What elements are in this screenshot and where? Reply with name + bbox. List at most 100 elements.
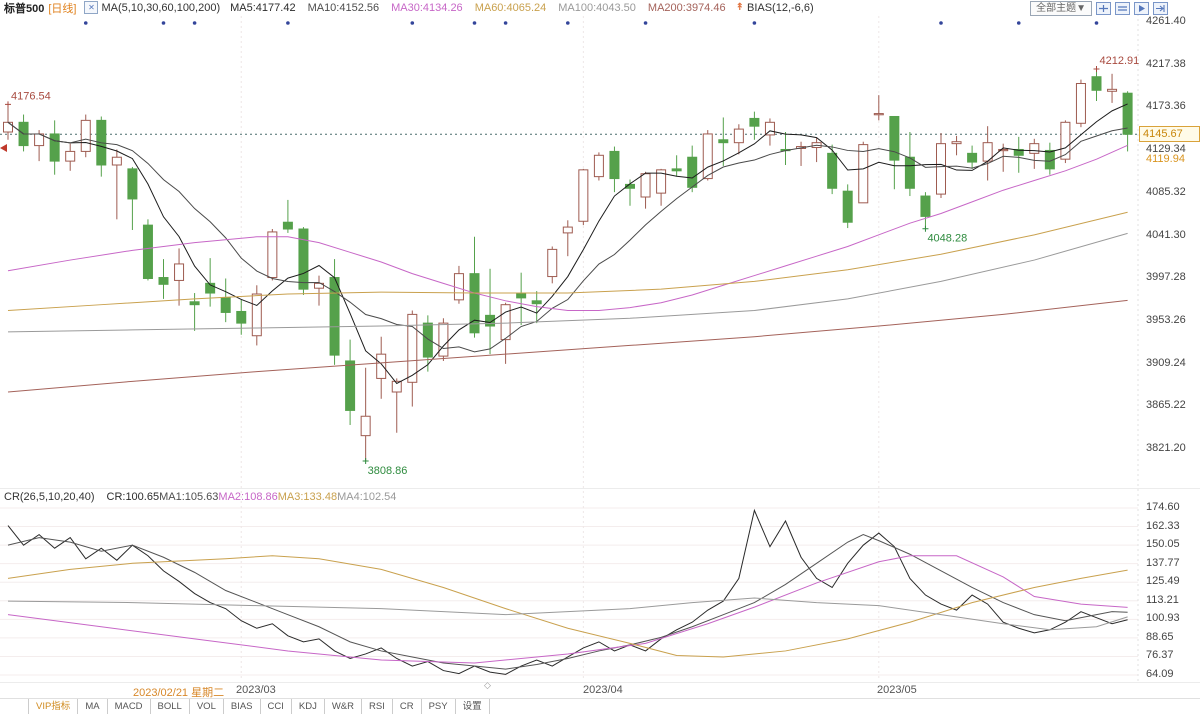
panel-divider[interactable] — [0, 488, 1200, 489]
left-edge-marker[interactable] — [0, 144, 7, 152]
play-layout-icon[interactable] — [1134, 2, 1149, 15]
event-marker-dot[interactable] — [1016, 21, 1021, 25]
toolbar-tab-cr[interactable]: CR — [391, 699, 421, 714]
event-marker-dot[interactable] — [643, 21, 648, 25]
candle-body[interactable] — [842, 190, 853, 223]
cr-indicator-label[interactable]: CR(26,5,10,20,40) — [4, 491, 95, 503]
candle-body[interactable] — [998, 148, 1009, 152]
candle-body[interactable] — [609, 150, 620, 180]
event-marker-dot[interactable] — [566, 21, 570, 25]
ma-overlay-close-icon[interactable]: ✕ — [84, 1, 99, 14]
candle-body[interactable] — [827, 152, 838, 189]
event-marker-dot[interactable] — [192, 21, 197, 25]
candle-body[interactable] — [65, 150, 76, 162]
candle-body[interactable] — [485, 314, 496, 327]
event-marker-dot[interactable] — [286, 21, 290, 25]
event-marker-dot[interactable] — [1094, 21, 1099, 25]
candle-body[interactable] — [391, 380, 402, 393]
candle-body[interactable] — [142, 224, 153, 279]
candle-body[interactable] — [80, 119, 91, 152]
theme-dropdown[interactable]: 全部主题▼ — [1030, 1, 1092, 16]
panel-collapse-handle[interactable]: ◇ — [484, 680, 491, 690]
toolbar-tab-boll[interactable]: BOLL — [149, 699, 189, 714]
candle-body[interactable] — [562, 226, 573, 234]
candle-body[interactable] — [1013, 148, 1024, 156]
event-marker-dot[interactable] — [939, 21, 943, 25]
candle-body[interactable] — [702, 133, 713, 180]
toolbar-tab-vip[interactable]: VIP指标 — [28, 699, 77, 714]
event-marker-dot[interactable] — [503, 21, 508, 25]
candle-body[interactable] — [1075, 83, 1086, 124]
candle-body[interactable] — [718, 139, 729, 144]
candle-body[interactable] — [127, 168, 138, 200]
candle-body[interactable] — [578, 169, 589, 222]
candle-body[interactable] — [547, 248, 558, 278]
candle-body[interactable] — [904, 156, 915, 189]
period-label[interactable]: [日线] — [48, 2, 77, 15]
candle-body[interactable] — [687, 156, 698, 188]
candle-body[interactable] — [111, 156, 122, 166]
candle-body[interactable] — [858, 144, 869, 204]
candle-body[interactable] — [345, 360, 356, 411]
event-marker-dot[interactable] — [83, 21, 88, 25]
candle-body[interactable] — [360, 415, 371, 437]
candle-body[interactable] — [236, 310, 247, 324]
candle-body[interactable] — [500, 304, 511, 341]
toolbar-tab-bias[interactable]: BIAS — [222, 699, 260, 714]
candle-body[interactable] — [1122, 92, 1133, 135]
candle-body[interactable] — [764, 121, 775, 136]
candle-body[interactable] — [298, 228, 309, 290]
candle-body[interactable] — [376, 353, 387, 379]
candle-body[interactable] — [267, 231, 278, 279]
candle-body[interactable] — [1029, 143, 1040, 154]
candle-body[interactable] — [733, 128, 744, 144]
candle-body[interactable] — [749, 117, 760, 127]
expand-layout-icon[interactable] — [1153, 2, 1168, 15]
candle-body[interactable] — [189, 301, 200, 306]
candle-body[interactable] — [1060, 121, 1071, 160]
candle-body[interactable] — [158, 277, 169, 285]
toolbar-tab-macd[interactable]: MACD — [106, 699, 150, 714]
toolbar-tab-wr[interactable]: W&R — [323, 699, 361, 714]
toolbar-tab-ma[interactable]: MA — [77, 699, 106, 714]
candle-body[interactable] — [469, 273, 480, 334]
candle-body[interactable] — [936, 143, 946, 195]
toolbar-tab-kdj[interactable]: KDJ — [290, 699, 324, 714]
candle-body[interactable] — [205, 282, 216, 294]
candle-body[interactable] — [407, 313, 418, 383]
toolbar-tab-rsi[interactable]: RSI — [361, 699, 392, 714]
toolbar-tab-[interactable]: 设置 — [454, 699, 490, 714]
toolbar-tab-vol[interactable]: VOL — [188, 699, 223, 714]
candle-body[interactable] — [251, 293, 262, 337]
toolbar-tab-psy[interactable]: PSY — [420, 699, 455, 714]
candle-body[interactable] — [656, 169, 667, 194]
candle-body[interactable] — [49, 133, 60, 162]
toolbar-tab-cci[interactable]: CCI — [259, 699, 291, 714]
event-marker-dot[interactable] — [752, 21, 757, 25]
candle-body[interactable] — [889, 115, 900, 161]
candle-body[interactable] — [282, 221, 293, 230]
candle-body[interactable] — [640, 173, 651, 198]
candle-body[interactable] — [593, 154, 604, 178]
split-layout-icon[interactable] — [1096, 2, 1111, 15]
grid-layout-icon[interactable] — [1115, 2, 1130, 15]
candle-body[interactable] — [174, 263, 185, 281]
candle-body[interactable] — [967, 152, 978, 163]
candle-body[interactable] — [1107, 88, 1118, 92]
candle-body[interactable] — [438, 322, 449, 357]
candle-body[interactable] — [314, 282, 324, 289]
candle-body[interactable] — [951, 141, 962, 145]
candle-body[interactable] — [920, 195, 931, 217]
candle-body[interactable] — [671, 168, 682, 172]
candle-body[interactable] — [3, 121, 13, 133]
candle-body[interactable] — [516, 292, 527, 299]
bias-label[interactable]: BIAS(12,-6,6) — [746, 1, 814, 14]
candle-body[interactable] — [873, 113, 884, 116]
candle-body[interactable] — [1091, 76, 1102, 91]
event-marker-dot[interactable] — [161, 21, 166, 25]
candle-body[interactable] — [422, 322, 433, 358]
candle-body[interactable] — [531, 300, 542, 305]
candle-body[interactable] — [220, 297, 231, 313]
event-marker-dot[interactable] — [472, 21, 477, 25]
